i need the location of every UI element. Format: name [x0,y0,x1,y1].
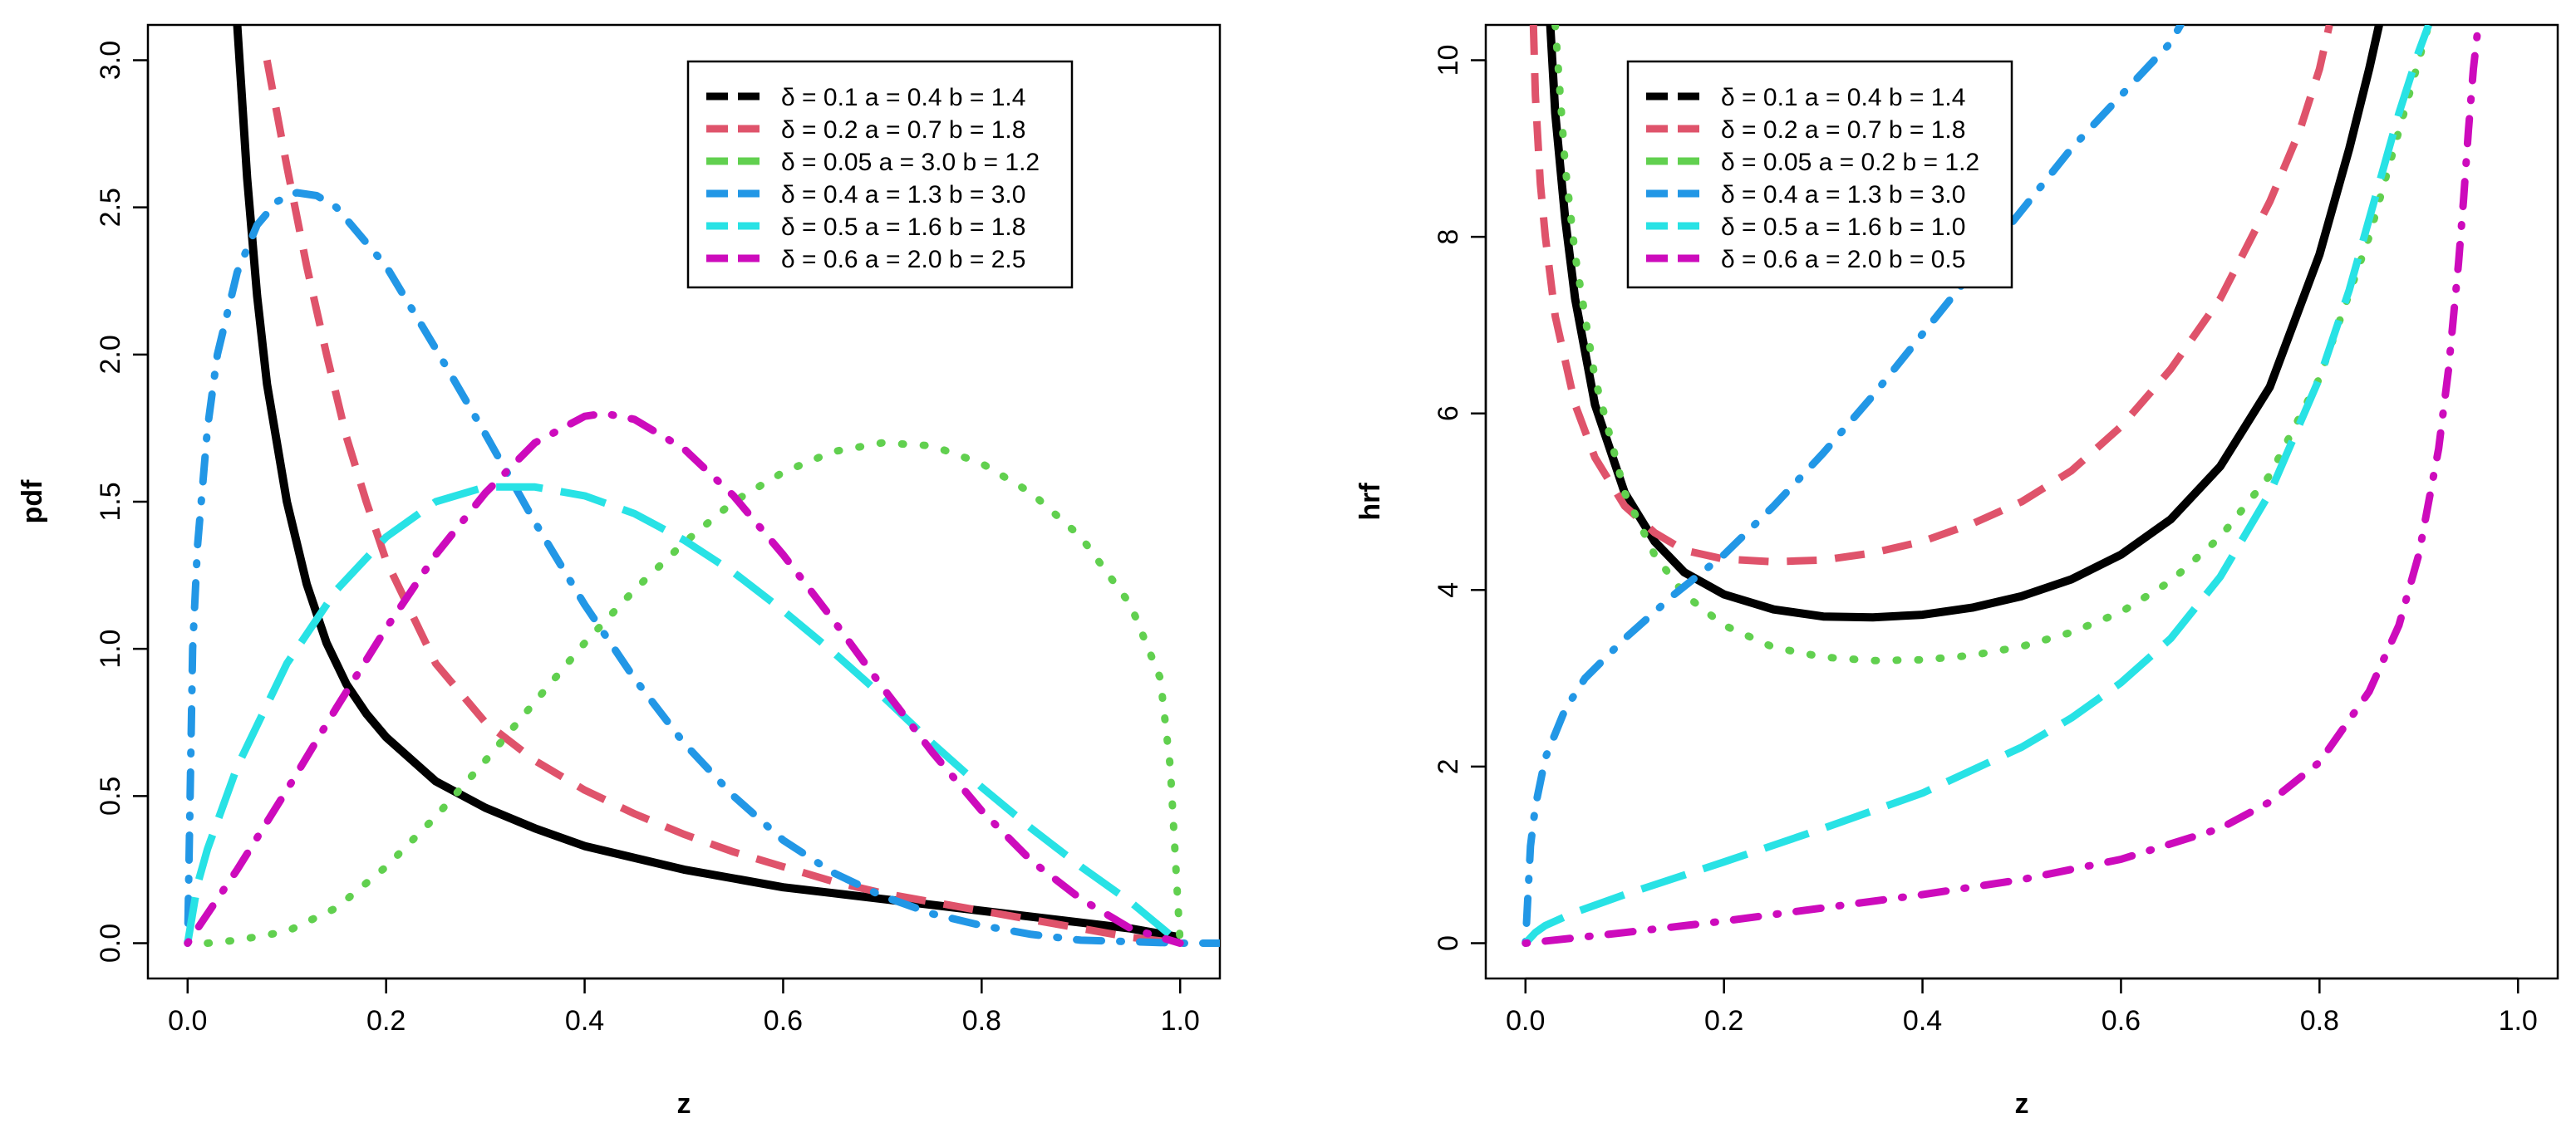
pdf-x-tick-label: 0.8 [962,1005,1001,1037]
pdf-series-line-5 [184,483,1183,946]
hrf-series-line-2 [1529,25,2333,566]
pdf-y-tick-label: 0.0 [95,924,126,963]
pdf-legend-label-5: δ = 0.5 a = 1.6 b = 1.8 [781,213,1025,241]
pdf-x-axis-title: z [677,1088,691,1120]
pdf-legend-label-6: δ = 0.6 a = 2.0 b = 2.5 [781,246,1025,273]
hrf-panel: 0.0 0.2 0.4 0.6 0.8 1.0 0 2 4 6 8 10 z hrf δ = 0.1 a =… [1354,23,2559,1120]
hrf-legend-label-6: δ = 0.6 a = 2.0 b = 0.5 [1721,246,1965,273]
hrf-y-tick-label: 0 [1433,935,1464,951]
hrf-y-tick-label: 4 [1433,582,1464,598]
pdf-series-line-3 [204,439,1184,947]
hrf-x-axis-title: z [2015,1088,2029,1120]
pdf-y-tick-label: 1.5 [95,482,126,521]
pdf-x-tick-label: 0.2 [366,1005,406,1037]
hrf-series-line-3 [1551,25,2433,665]
hrf-x-tick-label: 0.2 [1704,1005,1743,1037]
pdf-x-tick-label: 0.4 [565,1005,604,1037]
hrf-legend-label-5: δ = 0.5 a = 1.6 b = 1.0 [1721,213,1965,241]
pdf-y-axis-title: pdf [17,479,48,524]
hrf-series-group [1522,25,2482,947]
hrf-legend-label-4: δ = 0.4 a = 1.3 b = 3.0 [1721,181,1965,208]
pdf-legend: δ = 0.1 a = 0.4 b = 1.4 δ = 0.2 a = 0.7 b… [686,60,1074,289]
pdf-y-tick-label: 3.0 [95,41,126,80]
hrf-y-tick-label: 8 [1433,229,1464,245]
hrf-legend-label-2: δ = 0.2 a = 0.7 b = 1.8 [1721,116,1965,144]
hrf-series-line-1 [1546,25,2383,622]
hrf-x-tick-label: 0.0 [1506,1005,1545,1037]
hrf-series-line-4 [1522,25,2185,947]
pdf-series-group [184,25,1220,947]
hrf-y-tick-label: 6 [1433,405,1464,421]
hrf-y-axis-title: hrf [1354,483,1386,521]
hrf-x-tick-label: 0.4 [1903,1005,1942,1037]
pdf-y-tick-label: 2.5 [95,188,126,227]
hrf-series-line-5 [1522,25,2432,946]
pdf-x-tick-label: 0.6 [764,1005,803,1037]
pdf-y-tick-label: 1.0 [95,630,126,669]
hrf-y-tick-label: 2 [1433,758,1464,774]
pdf-y-tick-label: 0.5 [95,777,126,816]
hrf-y-tick-label: 10 [1433,45,1464,76]
pdf-panel: 0.0 0.2 0.4 0.6 0.8 1.0 0.0 0.5 1.0 1.5 2.0 2.5 3.0 z… [17,23,1222,1120]
hrf-legend-label-1: δ = 0.1 a = 0.4 b = 1.4 [1721,84,1965,111]
pdf-series-line-1 [233,25,1182,942]
pdf-legend-label-1: δ = 0.1 a = 0.4 b = 1.4 [781,84,1025,111]
hrf-series-line-6 [1522,25,2482,947]
hrf-x-tick-label: 1.0 [2499,1005,2538,1037]
pdf-legend-label-3: δ = 0.05 a = 3.0 b = 1.2 [781,149,1040,176]
pdf-legend-label-4: δ = 0.4 a = 1.3 b = 3.0 [781,181,1025,208]
pdf-y-tick-label: 2.0 [95,335,126,374]
hrf-x-tick-label: 0.8 [2300,1005,2339,1037]
pdf-x-tick-label: 0.0 [168,1005,207,1037]
pdf-series-line-6 [184,410,1184,947]
hrf-legend: δ = 0.1 a = 0.4 b = 1.4 δ = 0.2 a = 0.7 b… [1626,60,2013,289]
pdf-legend-label-2: δ = 0.2 a = 0.7 b = 1.8 [781,116,1025,144]
hrf-x-tick-label: 0.6 [2102,1005,2141,1037]
pdf-x-tick-label: 1.0 [1161,1005,1200,1037]
pdf-series-line-4 [184,189,1220,947]
hrf-legend-label-3: δ = 0.05 a = 0.2 b = 1.2 [1721,149,1979,176]
